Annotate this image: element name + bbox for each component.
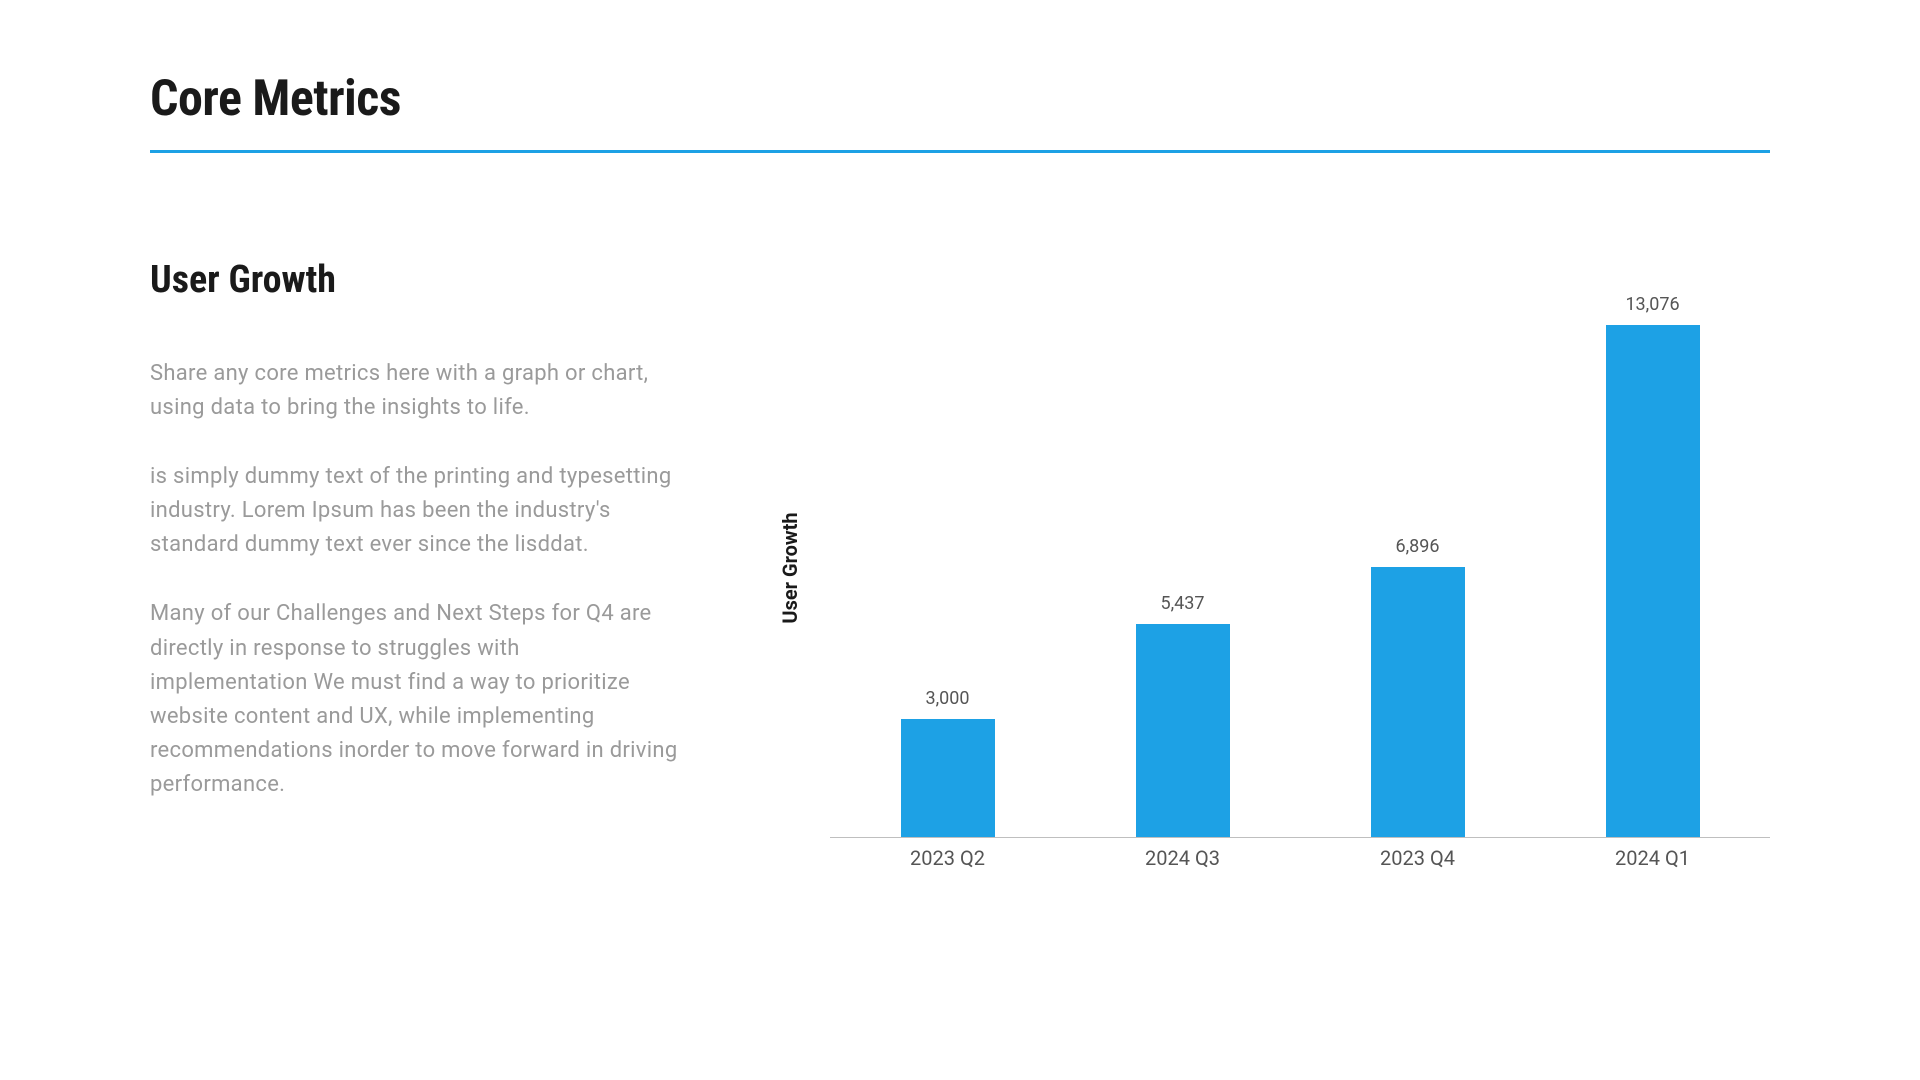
slide: Core Metrics User Growth Share any core … bbox=[0, 0, 1920, 1080]
chart-plot-area: 3,000 5,437 6,896 13,076 bbox=[830, 258, 1770, 838]
left-column: User Growth Share any core metrics here … bbox=[150, 258, 680, 878]
body-text: Share any core metrics here with a graph… bbox=[150, 357, 680, 802]
chart-bar-column: 3,000 bbox=[830, 258, 1065, 837]
chart-bar-column: 6,896 bbox=[1300, 258, 1535, 837]
chart-y-axis-label: User Growth bbox=[778, 512, 802, 623]
chart-bar-value-label: 5,437 bbox=[1160, 593, 1204, 614]
chart-x-tick-label: 2024 Q3 bbox=[1065, 846, 1300, 870]
paragraph: Many of our Challenges and Next Steps fo… bbox=[150, 597, 680, 802]
paragraph: Share any core metrics here with a graph… bbox=[150, 357, 680, 425]
chart-bar bbox=[1371, 567, 1465, 837]
chart-x-tick-label: 2024 Q1 bbox=[1535, 846, 1770, 870]
chart-bar-value-label: 6,896 bbox=[1395, 536, 1439, 557]
chart-bar-value-label: 13,076 bbox=[1625, 294, 1679, 315]
chart-bar-column: 5,437 bbox=[1065, 258, 1300, 837]
paragraph: is simply dummy text of the printing and… bbox=[150, 460, 680, 562]
chart-x-tick-label: 2023 Q4 bbox=[1300, 846, 1535, 870]
chart-x-axis: 2023 Q22024 Q32023 Q42024 Q1 bbox=[830, 838, 1770, 878]
chart-bar bbox=[1606, 325, 1700, 837]
chart-bar-value-label: 3,000 bbox=[925, 688, 969, 709]
chart-bar-column: 13,076 bbox=[1535, 258, 1770, 837]
chart-x-tick-label: 2023 Q2 bbox=[830, 846, 1065, 870]
bar-chart: User Growth 3,0005,4376,89613,076 2023 Q… bbox=[790, 258, 1770, 878]
content-row: User Growth Share any core metrics here … bbox=[150, 258, 1770, 878]
chart-bar bbox=[901, 719, 995, 837]
page-title: Core Metrics bbox=[150, 70, 1770, 128]
chart-bar bbox=[1136, 624, 1230, 837]
subheading: User Growth bbox=[150, 258, 680, 302]
title-rule bbox=[150, 150, 1770, 153]
chart-bars: 3,000 5,437 6,896 13,076 bbox=[830, 258, 1770, 837]
